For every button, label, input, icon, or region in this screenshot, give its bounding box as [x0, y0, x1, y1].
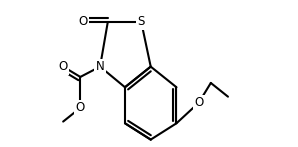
- Text: O: O: [194, 96, 204, 109]
- Text: O: O: [76, 101, 85, 114]
- Text: N: N: [96, 60, 104, 73]
- Text: O: O: [58, 60, 68, 73]
- Text: O: O: [78, 15, 88, 29]
- Text: S: S: [138, 15, 145, 29]
